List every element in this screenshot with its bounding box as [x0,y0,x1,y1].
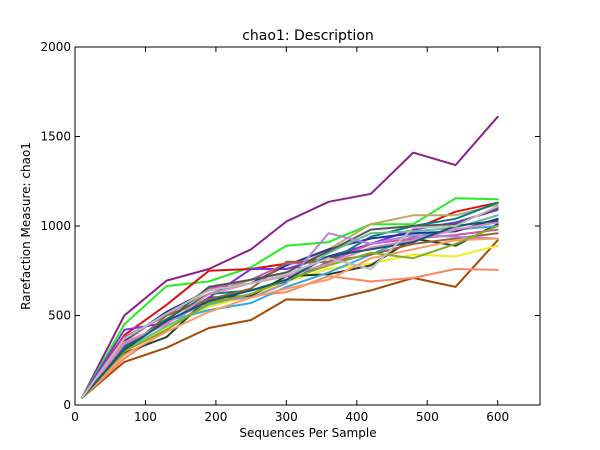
y-tick-label: 1500 [40,130,71,144]
chart-title: chao1: Description [242,28,374,44]
x-tick-label: 200 [204,410,227,424]
series-line-9 [81,208,499,399]
series-line-1 [81,115,499,399]
y-tick-label: 2000 [40,40,71,54]
series-line-21 [81,219,499,399]
series-line-17 [81,232,499,399]
y-axis-label: Rarefaction Measure: chao1 [19,142,33,310]
series-line-18 [81,237,499,399]
x-tick-label: 500 [416,410,439,424]
x-tick-label: 600 [486,410,509,424]
tick-layer: 0 100 200 300 400 500 600 0 500 1000 1500 2000 [40,40,540,424]
series-layer [81,115,499,399]
y-tick-label: 500 [48,309,71,323]
series-line-20 [81,221,499,399]
series-line-5 [81,239,499,399]
series-line-15 [81,232,499,399]
x-tick-label: 0 [71,410,79,424]
series-line-19 [81,225,499,399]
series-line-22 [81,205,499,399]
x-tick-label: 300 [275,410,298,424]
y-tick-label: 0 [63,398,71,412]
x-axis-label: Sequences Per Sample [239,426,376,440]
x-tick-label: 100 [134,410,157,424]
series-line-10 [81,225,499,399]
x-tick-label: 400 [345,410,368,424]
y-tick-label: 1000 [40,219,71,233]
